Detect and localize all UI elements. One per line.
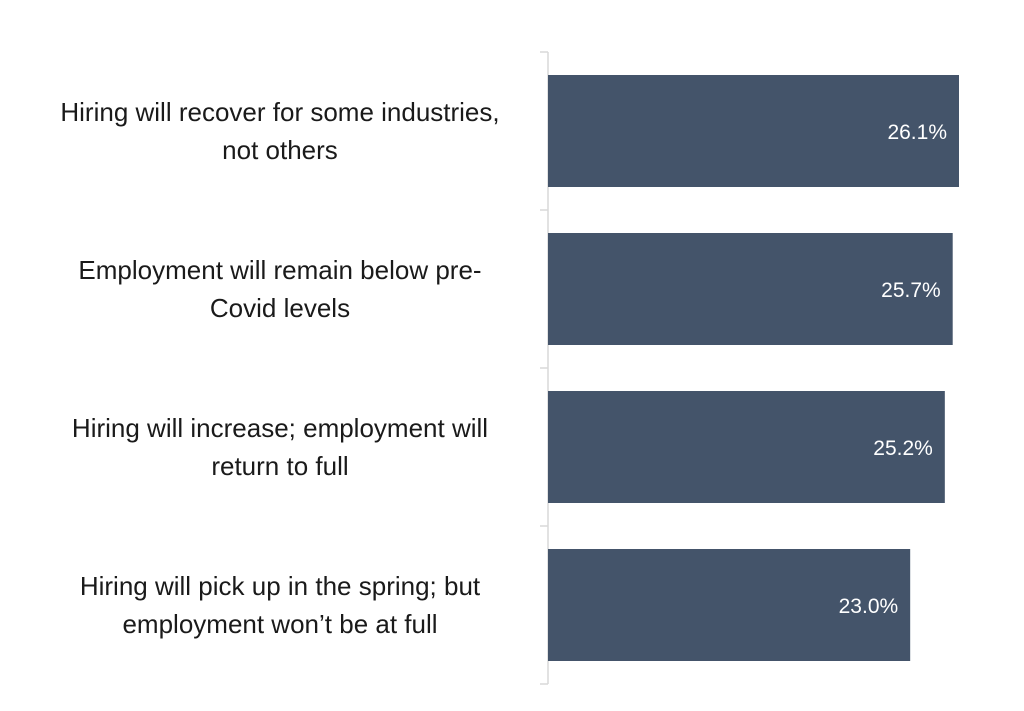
data-label: 23.0% [839,595,899,618]
bars [548,75,959,661]
category-label: Employment will remain below pre- Covid l… [78,255,481,323]
category-label-line: Hiring will pick up in the spring; but [80,571,481,601]
category-label-line: return to full [211,451,348,481]
category-label-line: Hiring will recover for some industries, [60,97,499,127]
category-label-line: employment won’t be at full [122,609,437,639]
bar [548,549,911,661]
bar [548,391,945,503]
category-label-line: not others [222,135,338,165]
data-label: 26.1% [887,121,947,144]
category-label: Hiring will pick up in the spring; but em… [80,571,481,639]
category-label: Hiring will recover for some industries,… [60,97,499,165]
category-label-line: Hiring will increase; employment will [72,413,488,443]
category-label: Hiring will increase; employment will ret… [72,413,488,481]
bar [548,233,953,345]
bar [548,75,959,187]
category-label-line: Covid levels [210,293,350,323]
category-axis [540,51,549,685]
data-label: 25.7% [881,279,941,302]
labels: 26.1% Hiring will recover for some indust… [60,97,947,639]
data-label: 25.2% [873,437,933,460]
category-label-line: Employment will remain below pre- [78,255,481,285]
